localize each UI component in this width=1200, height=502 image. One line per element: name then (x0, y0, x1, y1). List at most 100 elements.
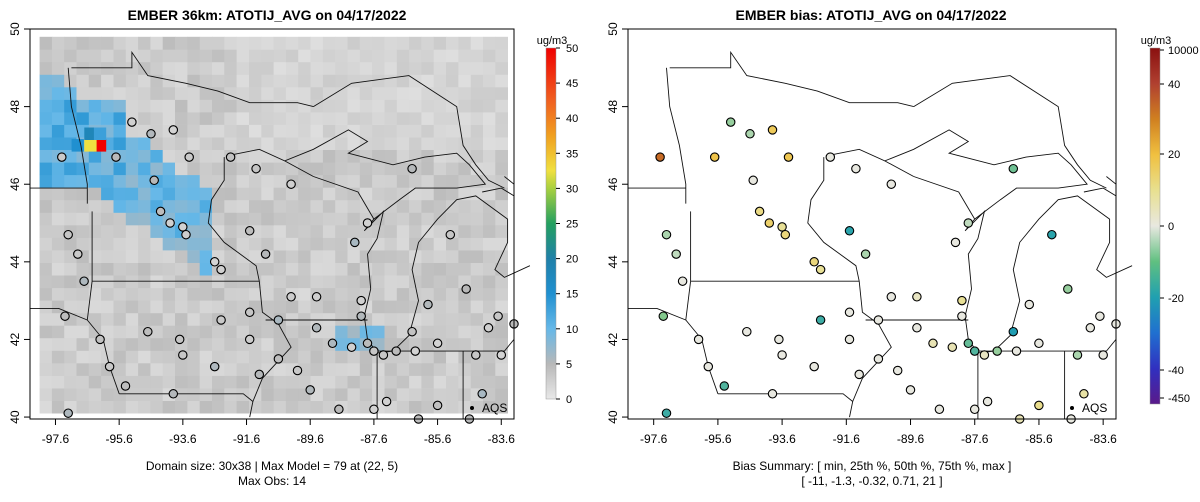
left-aqs-label: AQS (482, 401, 507, 415)
heat-cell (138, 137, 151, 150)
heat-cell (88, 225, 102, 238)
heat-cell (261, 87, 274, 100)
heat-cell (285, 262, 299, 276)
heat-cell (409, 49, 422, 63)
heat-cell (372, 212, 385, 226)
heat-cell (396, 61, 410, 75)
heat-cell (458, 363, 472, 376)
heat-cell (273, 300, 287, 314)
heat-cell (470, 237, 484, 251)
left-site-marker (362, 218, 373, 228)
right-colorbar-ticks: 10000 40 20 0 -20 -40 -450 (1160, 45, 1199, 405)
heat-cell (199, 237, 213, 251)
heat-cell (322, 74, 336, 88)
heat-cell (224, 225, 237, 238)
heat-cell (372, 124, 385, 138)
left-title: EMBER 36km: ATOTIJ_AVG on 04/17/2022 (128, 7, 407, 23)
heat-cell (273, 337, 287, 351)
heat-cell (359, 250, 373, 263)
heat-cell (298, 237, 311, 251)
heat-cell (101, 87, 114, 100)
right-site-marker (992, 346, 1002, 356)
left-site-marker (184, 152, 194, 162)
heat-cell (458, 225, 472, 238)
heat-cell (372, 137, 385, 150)
left-site-marker (346, 342, 357, 352)
heat-cell (76, 36, 90, 50)
heat-cell (51, 199, 65, 213)
heat-cell (162, 49, 176, 63)
heat-cell (470, 225, 484, 238)
heat-cell (101, 162, 114, 176)
heat-cell (224, 187, 237, 201)
heat-cell (409, 174, 422, 188)
heat-cell (470, 337, 484, 351)
heat-cell (433, 237, 447, 251)
heat-cell (470, 262, 484, 276)
right-site-marker (912, 323, 922, 333)
heat-cell (101, 262, 114, 276)
left-map-borders (30, 50, 531, 419)
heat-cell (273, 174, 287, 188)
heat-cell (322, 325, 336, 339)
heat-cell (199, 174, 213, 188)
heat-cell (88, 262, 102, 276)
heat-cell (409, 74, 422, 88)
heat-cell (322, 225, 336, 238)
heat-cell (285, 112, 299, 125)
heat-cell (113, 124, 127, 138)
left-x-tick-label: -95.6 (105, 432, 133, 446)
heat-cell (335, 275, 348, 289)
heat-cell (384, 49, 398, 63)
heat-cell (446, 137, 459, 150)
right-site-marker (905, 385, 916, 395)
heat-cell (187, 287, 201, 301)
heat-cell (347, 187, 361, 201)
heat-cell (421, 400, 435, 414)
heat-cell (138, 300, 151, 314)
heat-cell (359, 375, 373, 389)
heat-cell (101, 375, 114, 389)
heat-cell (470, 49, 484, 63)
heat-cell (101, 61, 114, 75)
heat-cell (433, 225, 447, 238)
heat-cell (347, 275, 361, 289)
heat-cell (483, 36, 496, 50)
heat-cell (261, 187, 274, 201)
heat-cell (458, 312, 472, 326)
heat-cell (125, 99, 139, 113)
right-y-axis: 40 42 44 46 48 50 (606, 22, 628, 424)
right-border-line (669, 50, 914, 108)
heat-cell (261, 237, 274, 251)
heat-cell (162, 375, 176, 389)
left-colorbar-tick-label: 20 (566, 254, 578, 266)
heat-cell (396, 400, 410, 414)
heat-cell (495, 363, 508, 376)
heat-cell (310, 337, 324, 351)
left-y-tick-label: 46 (8, 177, 22, 191)
right-colorbar-tick-label: 10000 (1168, 45, 1199, 57)
heat-cell (224, 287, 237, 301)
heat-cell (322, 363, 336, 376)
right-site-marker (1008, 326, 1019, 337)
heat-cell (261, 350, 274, 364)
heat-cell (273, 275, 287, 289)
heat-cell (162, 199, 176, 213)
heat-cell (483, 375, 496, 389)
heat-cell (483, 250, 496, 263)
heat-cell (212, 99, 225, 113)
left-border-line (313, 176, 375, 220)
heat-cell (175, 287, 188, 301)
left-x-tick-label: -93.6 (169, 432, 197, 446)
left-site-marker (251, 163, 261, 174)
heat-cell (298, 49, 311, 63)
heat-cell (138, 99, 151, 113)
left-colorbar (545, 47, 557, 400)
heat-cell (212, 300, 225, 314)
right-site-marker (809, 257, 819, 267)
heat-cell (150, 61, 164, 75)
heat-cell (285, 212, 299, 226)
heat-cell (335, 225, 348, 238)
left-colorbar-tick-label: 30 (566, 183, 578, 195)
heat-cell (372, 262, 385, 276)
